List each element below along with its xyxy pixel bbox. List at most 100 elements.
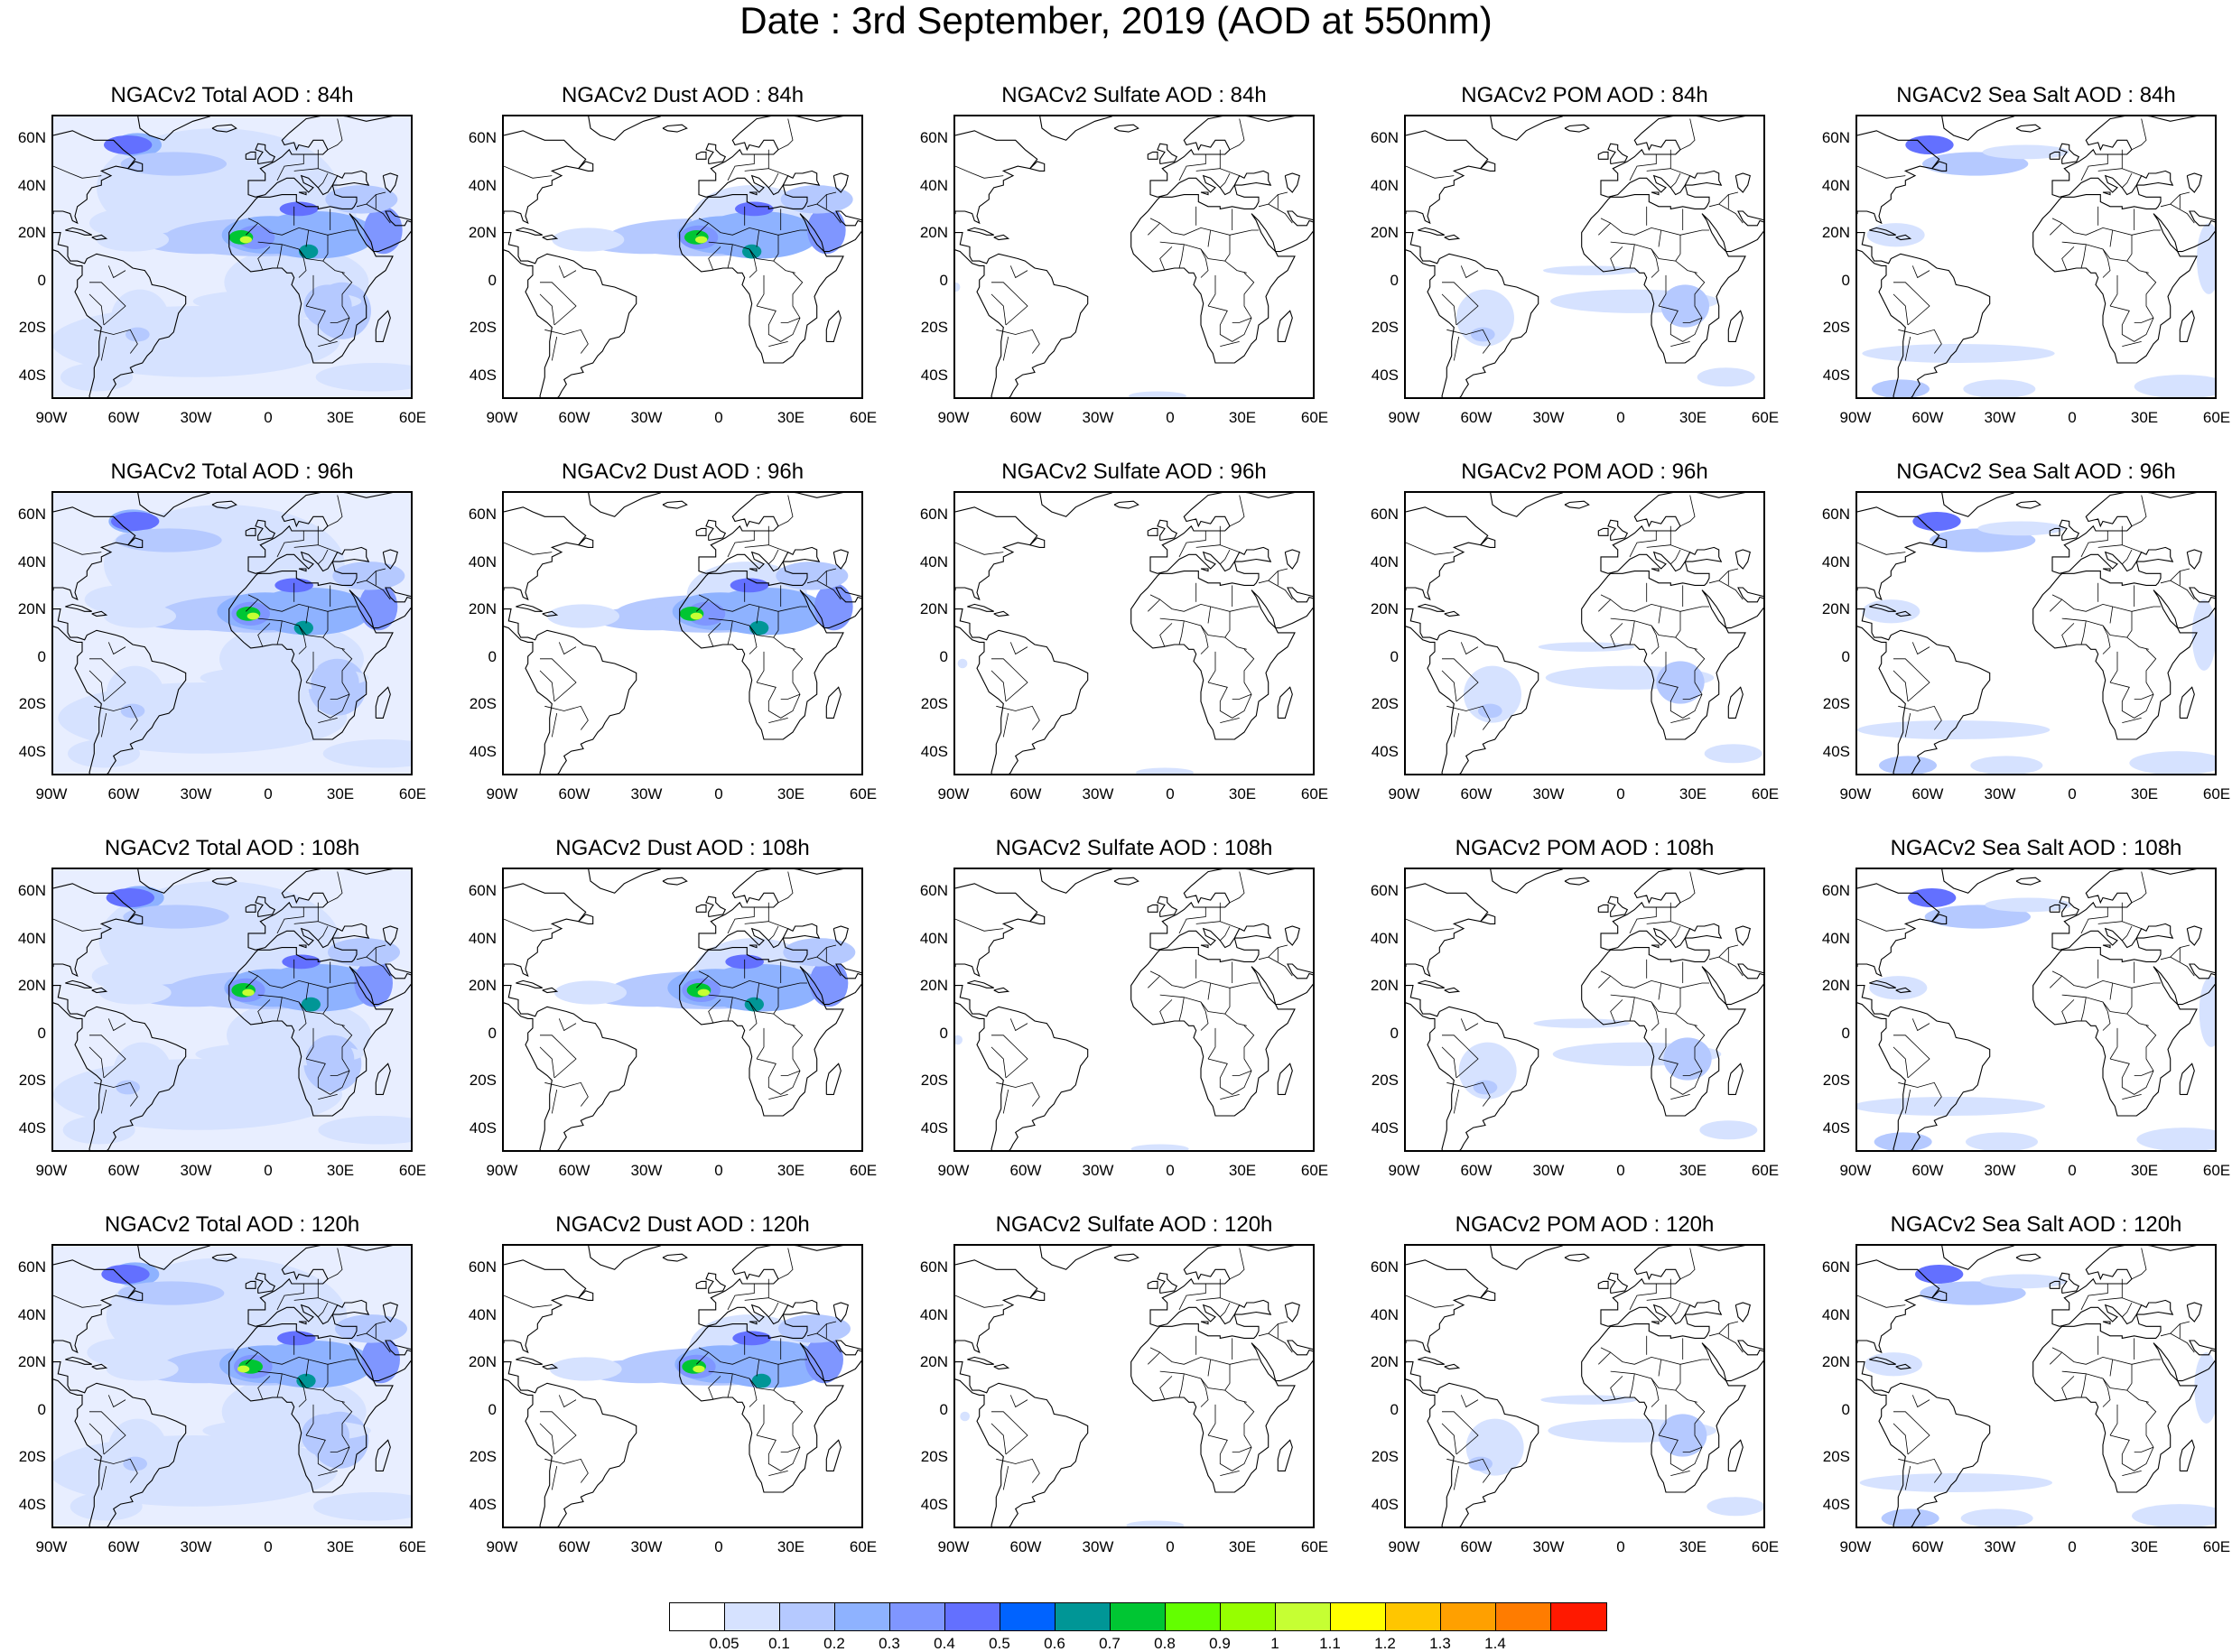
aod-plume xyxy=(106,888,154,907)
country-border xyxy=(1149,1347,1160,1353)
country-border xyxy=(2122,341,2142,347)
latitude-tick-label: 20N xyxy=(1821,977,1850,995)
colorbar-swatch xyxy=(1166,1603,1221,1630)
country-border xyxy=(1442,1411,1479,1455)
country-border xyxy=(1898,329,1942,354)
country-border xyxy=(2061,617,2149,650)
longitude-tick-label: 60E xyxy=(1300,785,1329,803)
coastline xyxy=(578,161,594,172)
country-border xyxy=(744,1297,769,1301)
country-border xyxy=(2080,531,2108,558)
colorbar-tick-label: 0.9 xyxy=(1209,1635,1231,1652)
coastline xyxy=(1941,493,2014,517)
country-border xyxy=(1708,191,1739,208)
country-border xyxy=(1009,265,1028,279)
longitude-tick-label: 30W xyxy=(180,409,212,426)
aod-plume xyxy=(277,1331,316,1346)
country-border xyxy=(767,1278,788,1305)
country-border xyxy=(1670,1302,1681,1318)
aod-plume xyxy=(735,201,774,217)
country-border xyxy=(1268,956,1293,977)
coastline xyxy=(137,869,210,894)
country-border xyxy=(1598,975,1681,1015)
latitude-tick-label: 40N xyxy=(1821,929,1850,947)
coastline xyxy=(1607,1272,1629,1295)
coastline xyxy=(1147,151,1158,160)
country-border xyxy=(1178,620,1185,645)
map-panel: NGACv2 Sea Salt AOD : 96h 60N 40N 20N 0 20S 40… xyxy=(1822,459,2230,825)
coastline xyxy=(211,1253,237,1262)
longitude-tick-label: 60E xyxy=(398,1162,427,1179)
latitude-tick-label: 40N xyxy=(919,176,948,194)
aod-plume xyxy=(123,905,229,929)
coastline xyxy=(662,500,688,509)
longitude-tick-label: 0 xyxy=(1166,409,1175,426)
country-border xyxy=(1441,1046,1457,1079)
country-border xyxy=(756,1404,765,1436)
country-border xyxy=(1258,944,1288,961)
country-border xyxy=(305,649,353,719)
country-border xyxy=(1258,568,1288,584)
country-border xyxy=(539,1423,555,1455)
latitude-tick-label: 0 xyxy=(488,1400,497,1418)
country-border xyxy=(1670,925,1681,942)
country-border xyxy=(247,970,258,977)
coastline xyxy=(1931,914,1948,924)
country-border xyxy=(1441,670,1457,702)
longitude-tick-label: 60W xyxy=(558,1538,591,1555)
country-border xyxy=(1149,218,1160,224)
map-plot-area xyxy=(953,491,1315,775)
country-border xyxy=(1268,1332,1293,1353)
country-border xyxy=(539,670,555,702)
coastline xyxy=(1581,1246,1763,1493)
aod-plume xyxy=(1663,1037,1712,1081)
longitude-tick-label: 30E xyxy=(777,1162,805,1179)
coastline xyxy=(298,568,307,572)
country-border xyxy=(1406,165,1455,179)
country-border xyxy=(780,1446,801,1452)
coastline xyxy=(1147,527,1158,536)
coastline xyxy=(2015,124,2041,133)
country-border xyxy=(698,970,709,977)
map-plot-area xyxy=(1404,868,1765,1152)
coastline xyxy=(1941,116,2014,141)
country-border xyxy=(276,531,304,558)
country-border xyxy=(756,1359,760,1377)
longitude-tick-label: 60E xyxy=(2202,1538,2231,1555)
coastline xyxy=(1157,1272,1178,1295)
country-border xyxy=(996,705,1040,730)
country-border xyxy=(1219,1278,1240,1305)
coastline xyxy=(2179,1439,2195,1471)
coastline xyxy=(825,1063,842,1095)
country-border xyxy=(318,549,329,565)
longitude-tick-label: 90W xyxy=(1388,785,1420,803)
coastline xyxy=(2179,1063,2195,1095)
coastline xyxy=(1480,161,1496,172)
country-border xyxy=(1148,975,1231,1015)
aod-plume xyxy=(1977,521,2065,536)
aod-plume xyxy=(732,1331,771,1346)
aod-colorbar xyxy=(669,1602,1607,1631)
latitude-tick-label: 0 xyxy=(1390,1024,1399,1042)
country-border xyxy=(107,1018,126,1032)
country-border xyxy=(2160,944,2190,961)
aod-plume xyxy=(98,980,172,1005)
country-border xyxy=(1629,154,1657,181)
coastline xyxy=(705,1272,727,1295)
aod-plume xyxy=(1924,905,2031,929)
coastline xyxy=(1113,500,1139,509)
country-border xyxy=(276,1284,304,1311)
aod-plume xyxy=(693,1365,705,1373)
aod-plume xyxy=(1538,642,1635,652)
country-border xyxy=(327,606,357,612)
country-border xyxy=(1898,1081,1942,1107)
map-plot-area xyxy=(1855,1244,2217,1528)
latitude-tick-label: 0 xyxy=(1390,271,1399,289)
latitude-tick-label: 40N xyxy=(1821,552,1850,571)
country-border xyxy=(327,495,343,527)
longitude-tick-label: 60W xyxy=(558,409,591,426)
longitude-tick-label: 0 xyxy=(264,1538,273,1555)
latitude-tick-label: 60N xyxy=(919,1258,948,1276)
coastline xyxy=(1406,883,1539,1150)
coastline xyxy=(53,883,187,1150)
